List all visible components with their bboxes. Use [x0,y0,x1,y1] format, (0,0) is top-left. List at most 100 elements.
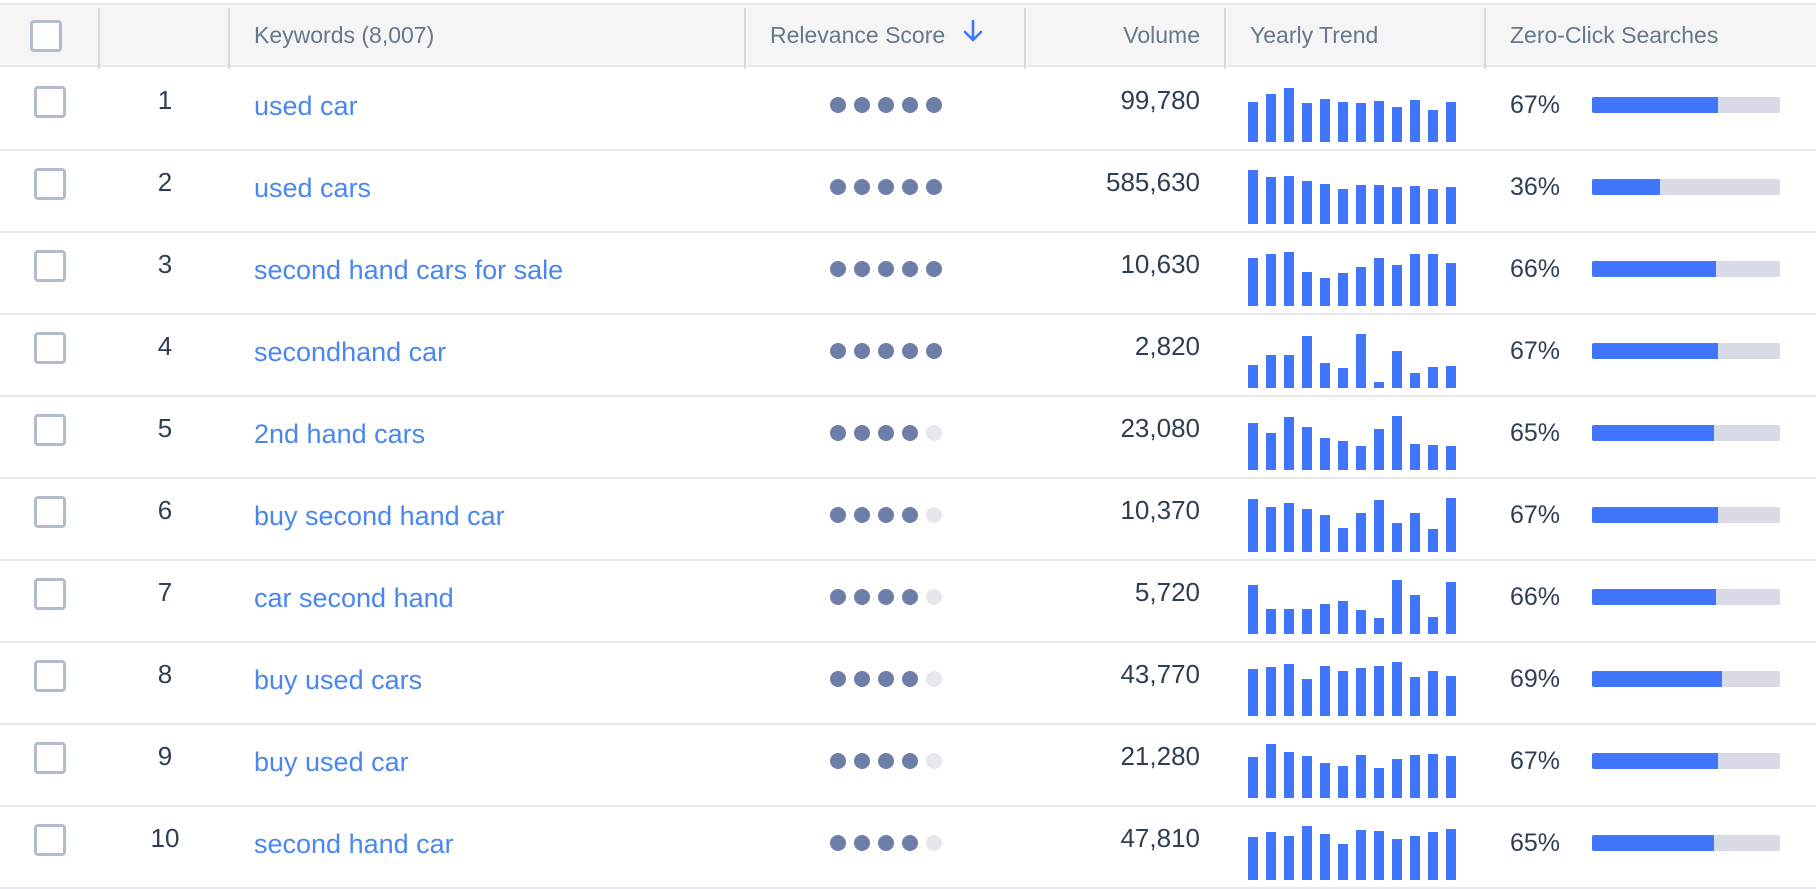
filled-dot-icon [878,753,894,769]
trend-bar [1248,757,1258,798]
trend-bar [1392,523,1402,552]
trend-bar [1302,826,1312,880]
column-header-volume[interactable]: Volume [1123,22,1200,48]
row-index: 2 [157,167,173,197]
zero-click-bar [1592,753,1780,769]
trend-bar [1284,252,1294,306]
filled-dot-icon [854,425,870,441]
keyword-link[interactable]: buy used cars [254,665,423,695]
trend-bar [1338,189,1348,224]
keyword-link[interactable]: second hand cars for sale [254,255,564,285]
filled-dot-icon [926,343,942,359]
trend-bar [1248,365,1258,388]
trend-bar [1392,580,1402,634]
yearly-trend-chart [1248,169,1468,224]
row-checkbox[interactable] [34,742,66,774]
zero-click-bar [1592,261,1780,277]
volume-value: 43,770 [1120,659,1200,689]
keyword-link[interactable]: car second hand [254,583,454,613]
trend-bar [1248,585,1258,634]
trend-bar [1320,184,1330,224]
keyword-link[interactable]: buy used car [254,747,409,777]
trend-bar [1356,830,1366,880]
zero-click-bar [1592,425,1780,441]
trend-bar [1374,258,1384,306]
zero-click-value: 67% [1510,747,1561,775]
filled-dot-icon [902,425,918,441]
arrow-down-icon[interactable] [963,5,983,65]
row-index: 9 [157,741,173,771]
column-header-keywords[interactable]: Keywords (8,007) [254,22,435,48]
row-checkbox[interactable] [34,578,66,610]
column-header-yearly-trend[interactable]: Yearly Trend [1250,22,1379,48]
filled-dot-icon [926,261,942,277]
trend-bar [1428,754,1438,798]
trend-bar [1302,756,1312,798]
filled-dot-icon [854,343,870,359]
row-checkbox[interactable] [34,824,66,856]
empty-dot-icon [926,425,942,441]
trend-bar [1410,444,1420,470]
volume-value: 47,810 [1120,823,1200,853]
row-checkbox[interactable] [34,86,66,118]
filled-dot-icon [878,835,894,851]
keyword-link[interactable]: 2nd hand cars [254,419,426,449]
trend-bar [1266,667,1276,716]
trend-bar [1446,582,1456,634]
zero-click-bar-fill [1592,835,1715,851]
trend-bar [1392,351,1402,388]
column-header-zero-click[interactable]: Zero-Click Searches [1510,22,1719,48]
trend-bar [1338,766,1348,798]
filled-dot-icon [902,261,918,277]
trend-bar [1356,610,1366,634]
trend-bar [1266,832,1276,880]
keyword-link[interactable]: second hand car [254,829,454,859]
column-divider [1224,8,1226,70]
filled-dot-icon [854,97,870,113]
keyword-link[interactable]: secondhand car [254,337,447,367]
table-row: 8 buy used cars 43,770 69% [0,643,1816,725]
row-checkbox[interactable] [34,332,66,364]
trend-bar [1320,363,1330,388]
select-all-checkbox[interactable] [30,20,62,52]
zero-click-bar-fill [1592,671,1722,687]
zero-click-value: 66% [1510,583,1561,611]
filled-dot-icon [902,97,918,113]
trend-bar [1392,759,1402,798]
row-checkbox[interactable] [34,168,66,200]
trend-bar [1446,756,1456,798]
trend-bar [1392,265,1402,306]
trend-bar [1356,334,1366,388]
zero-click-bar [1592,179,1780,195]
trend-bar [1284,503,1294,552]
trend-bar [1356,513,1366,552]
keyword-link[interactable]: used cars [254,173,372,203]
trend-bar [1284,664,1294,716]
trend-bar [1338,844,1348,880]
filled-dot-icon [830,753,846,769]
trend-bar [1338,441,1348,470]
filled-dot-icon [902,671,918,687]
trend-bar [1248,837,1258,880]
filled-dot-icon [854,507,870,523]
trend-bar [1248,669,1258,716]
trend-bar [1302,609,1312,634]
row-checkbox[interactable] [34,496,66,528]
row-checkbox[interactable] [34,414,66,446]
row-checkbox[interactable] [34,660,66,692]
keyword-link[interactable]: used car [254,91,358,121]
trend-bar [1410,100,1420,142]
column-header-relevance-score[interactable]: Relevance Score [770,5,983,65]
zero-click-bar-fill [1592,261,1717,277]
zero-click-bar [1592,97,1780,113]
zero-click-value: 67% [1510,91,1561,119]
keyword-link[interactable]: buy second hand car [254,501,505,531]
trend-bar [1410,595,1420,634]
row-checkbox[interactable] [34,250,66,282]
table-header: Keywords (8,007) Relevance Score Volume … [0,3,1816,70]
relevance-header-label: Relevance Score [770,22,946,48]
trend-bar [1356,103,1366,142]
zero-click-bar [1592,671,1780,687]
zero-click-value: 66% [1510,255,1561,283]
filled-dot-icon [830,671,846,687]
